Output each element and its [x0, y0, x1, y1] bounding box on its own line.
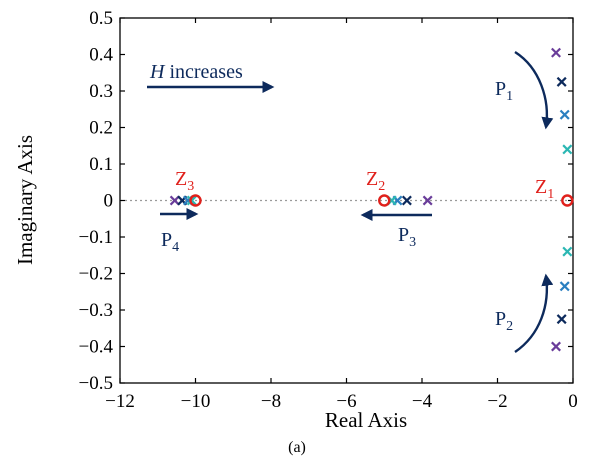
p1-arrow [514, 50, 554, 130]
y-axis-label: Imaginary Axis [13, 135, 37, 265]
x-tick-label: 0 [568, 391, 578, 412]
y-tick-label: 0.2 [89, 118, 113, 139]
zero-marker [189, 194, 202, 207]
y-tick-label: 0.1 [89, 154, 113, 175]
y-tick-label: −0.1 [79, 227, 113, 248]
x-tick-label: −12 [105, 391, 135, 412]
x-tick-label: −4 [412, 391, 433, 412]
pole-marker [559, 109, 570, 120]
x-tick-label: −10 [181, 391, 211, 412]
h-increases-label: H increases [149, 61, 243, 83]
pole-marker [186, 195, 197, 206]
zero-marker [378, 194, 391, 207]
p3-label: P3 [398, 224, 416, 250]
y-tick-label: 0.5 [89, 8, 113, 29]
x-tick-labels: −12 −10 −8 −6 −4 −2 0 [105, 391, 578, 412]
pole-marker [551, 341, 561, 352]
pole-marker [401, 195, 412, 206]
y-tick-label: −0.2 [79, 264, 113, 285]
y-tick-label: 0 [104, 191, 114, 212]
y-tick-label: −0.3 [79, 300, 113, 321]
pole-marker [422, 195, 433, 206]
pole-marker [556, 76, 567, 87]
pole-marker [562, 246, 573, 257]
x-tick-label: −8 [261, 391, 281, 412]
pole-marker [551, 47, 561, 58]
figure-caption: (a) [288, 439, 306, 456]
z1-label: Z1 [535, 176, 554, 202]
y-tick-label: −0.5 [79, 373, 113, 394]
x-tick-label: −2 [487, 391, 507, 412]
zero-marker [561, 194, 574, 207]
axis-ticks [119, 17, 574, 384]
z2-label: Z2 [366, 168, 385, 194]
p2-arrow [514, 273, 554, 353]
x-axis-label: Real Axis [325, 408, 407, 432]
pole-marker [562, 144, 573, 155]
z3-label: Z3 [175, 168, 194, 194]
x-tick-label: −6 [336, 391, 356, 412]
p4-label: P4 [161, 229, 179, 255]
p2-label: P2 [495, 308, 513, 334]
pole-zero-markers [169, 47, 574, 352]
pole-marker [559, 281, 570, 292]
pole-marker [169, 195, 180, 206]
pole-marker [556, 314, 567, 325]
y-tick-label: 0.3 [89, 81, 113, 102]
y-tick-labels: 0.5 0.4 0.3 0.2 0.1 0 −0.1 −0.2 −0.3 −0.4 −0.5 [79, 8, 114, 394]
p1-label: P1 [495, 78, 513, 104]
y-tick-label: 0.4 [89, 45, 113, 66]
y-tick-label: −0.4 [79, 337, 114, 358]
